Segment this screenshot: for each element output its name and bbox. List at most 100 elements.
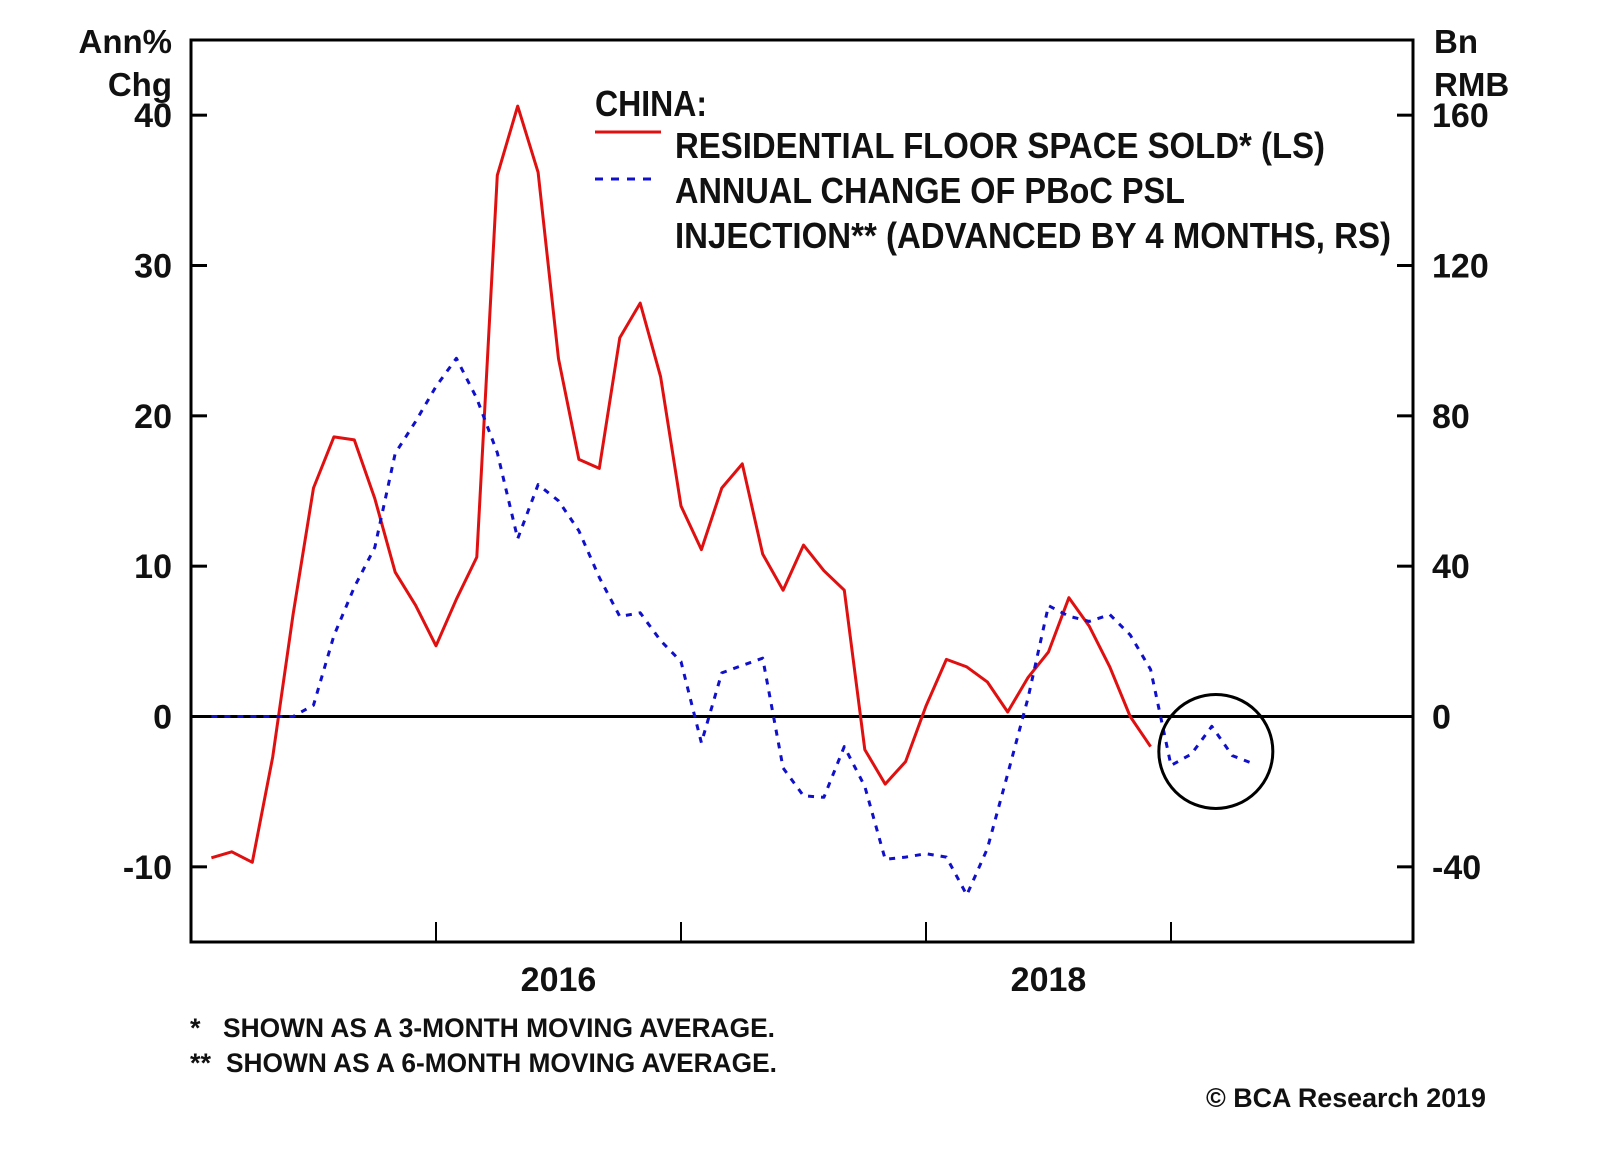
data-point-psl-injection <box>1190 753 1193 756</box>
data-point-psl-injection <box>782 766 785 769</box>
data-point-psl-injection <box>1006 773 1009 776</box>
data-point-floor-space-sold <box>496 174 499 177</box>
x-axis-tick-label: 2016 <box>521 961 597 999</box>
data-point-psl-injection <box>210 715 213 718</box>
legend-label-psl-line1: ANNUAL CHANGE OF PBoC PSL <box>675 170 1185 211</box>
data-point-psl-injection <box>537 483 540 486</box>
footnote-1-mark: * <box>190 1013 201 1043</box>
data-point-psl-injection <box>1251 762 1254 765</box>
left-axis-tick-label: 20 <box>134 398 172 436</box>
data-point-floor-space-sold <box>598 467 601 470</box>
data-point-floor-space-sold <box>802 544 805 547</box>
left-axis-tick-label: 30 <box>134 248 172 286</box>
data-point-floor-space-sold <box>1006 710 1009 713</box>
legend-title: CHINA: <box>595 83 707 124</box>
data-point-floor-space-sold <box>537 171 540 174</box>
data-point-psl-injection <box>394 452 397 455</box>
data-point-psl-injection <box>557 499 560 502</box>
left-axis-tick-label: 0 <box>153 699 172 737</box>
data-point-psl-injection <box>414 420 417 423</box>
data-point-floor-space-sold <box>680 505 683 508</box>
data-point-floor-space-sold <box>577 458 580 461</box>
data-point-psl-injection <box>904 856 907 859</box>
data-point-psl-injection <box>373 546 376 549</box>
data-point-floor-space-sold <box>210 856 213 859</box>
data-point-floor-space-sold <box>782 589 785 592</box>
data-point-psl-injection <box>1231 754 1234 757</box>
right-axis-tick-label: 120 <box>1432 248 1489 286</box>
data-point-floor-space-sold <box>251 861 254 864</box>
data-point-floor-space-sold <box>557 357 560 360</box>
data-point-floor-space-sold <box>373 497 376 500</box>
data-point-floor-space-sold <box>516 105 519 108</box>
data-point-psl-injection <box>292 715 295 718</box>
data-point-psl-injection <box>945 856 948 859</box>
data-point-floor-space-sold <box>455 598 458 601</box>
data-point-psl-injection <box>1088 620 1091 623</box>
legend: CHINA: RESIDENTIAL FLOOR SPACE SOLD* (LS… <box>595 83 1391 256</box>
data-point-psl-injection <box>577 529 580 532</box>
data-point-psl-injection <box>843 745 846 748</box>
data-point-floor-space-sold <box>700 548 703 551</box>
data-point-psl-injection <box>802 794 805 797</box>
left-axis-tick-label: 10 <box>134 548 172 586</box>
right-axis-tick-label: 80 <box>1432 398 1470 436</box>
legend-label-psl-line2: INJECTION** (ADVANCED BY 4 MONTHS, RS) <box>675 215 1391 256</box>
data-point-psl-injection <box>1067 615 1070 618</box>
data-point-psl-injection <box>965 894 968 897</box>
plot-frame <box>189 38 1415 944</box>
data-point-psl-injection <box>986 847 989 850</box>
data-point-psl-injection <box>1210 725 1213 728</box>
data-point-psl-injection <box>1170 764 1173 767</box>
data-point-floor-space-sold <box>271 756 274 759</box>
data-point-psl-injection <box>230 715 233 718</box>
data-point-floor-space-sold <box>1149 745 1152 748</box>
data-point-floor-space-sold <box>1108 665 1111 668</box>
data-point-psl-injection <box>251 715 254 718</box>
data-point-floor-space-sold <box>230 850 233 853</box>
data-point-floor-space-sold <box>414 604 417 607</box>
data-point-psl-injection <box>863 785 866 788</box>
data-point-floor-space-sold <box>639 302 642 305</box>
data-point-psl-injection <box>761 657 764 660</box>
highlight-circle-annotation <box>1157 692 1275 810</box>
left-axis-unit-line2: Chg <box>108 66 172 103</box>
series-line-floor-space-sold <box>210 104 1152 864</box>
data-point-floor-space-sold <box>1027 676 1030 679</box>
right-axis-tick-label: 160 <box>1432 97 1489 135</box>
left-axis-unit-line1: Ann% <box>79 23 173 60</box>
data-point-floor-space-sold <box>945 658 948 661</box>
x-axis-tick-label: 2018 <box>1011 961 1087 999</box>
footnote-1-text: SHOWN AS A 3-MONTH MOVING AVERAGE. <box>223 1013 775 1043</box>
data-point-psl-injection <box>1027 696 1030 699</box>
data-point-psl-injection <box>455 357 458 360</box>
data-point-floor-space-sold <box>312 486 315 489</box>
data-point-psl-injection <box>741 664 744 667</box>
data-point-floor-space-sold <box>394 571 397 574</box>
series-line-psl-injection <box>211 356 1254 897</box>
legend-label-floor-space: RESIDENTIAL FLOOR SPACE SOLD* (LS) <box>675 125 1325 166</box>
right-axis-unit-line1: Bn <box>1434 23 1478 60</box>
data-point-floor-space-sold <box>884 783 887 786</box>
data-point-floor-space-sold <box>904 760 907 763</box>
data-point-floor-space-sold <box>1129 715 1132 718</box>
data-point-psl-injection <box>598 576 601 579</box>
plot-marks <box>191 104 1413 897</box>
data-point-floor-space-sold <box>1047 650 1050 653</box>
data-point-psl-injection <box>1108 613 1111 616</box>
data-point-floor-space-sold <box>1067 596 1070 599</box>
data-point-floor-space-sold <box>1088 625 1091 628</box>
data-point-floor-space-sold <box>925 704 928 707</box>
data-point-psl-injection <box>639 611 642 614</box>
right-axis-tick-label: -40 <box>1432 849 1481 887</box>
right-axis-tick-label: 40 <box>1432 548 1470 586</box>
data-point-floor-space-sold <box>435 644 438 647</box>
data-point-psl-injection <box>884 858 887 861</box>
data-point-psl-injection <box>475 397 478 400</box>
data-point-psl-injection <box>1047 604 1050 607</box>
data-point-floor-space-sold <box>659 375 662 378</box>
data-point-psl-injection <box>618 615 621 618</box>
data-point-floor-space-sold <box>720 486 723 489</box>
data-point-floor-space-sold <box>741 462 744 465</box>
